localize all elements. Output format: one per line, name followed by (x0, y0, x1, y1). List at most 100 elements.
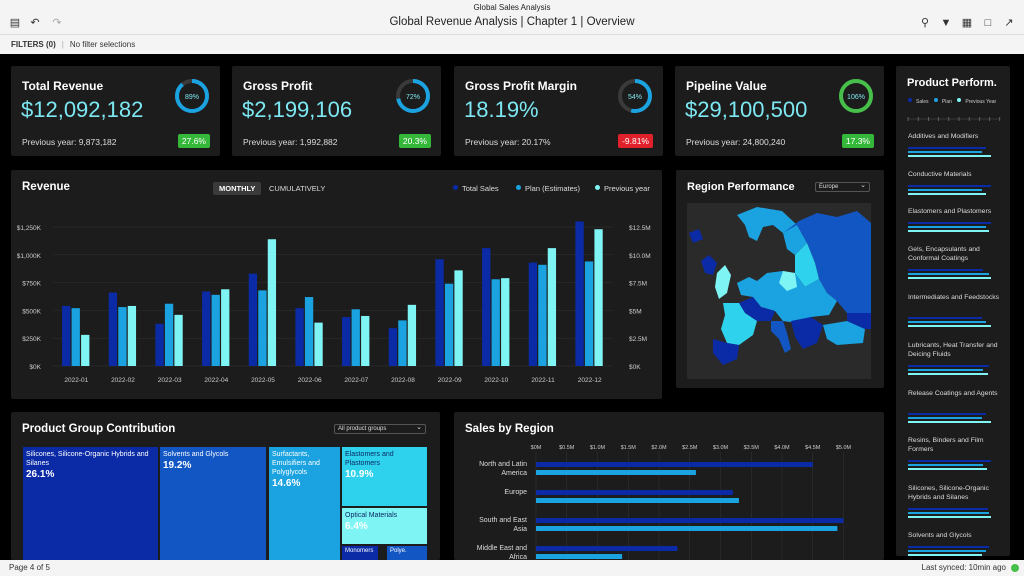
x-tick-label: 2022-11 (531, 377, 555, 384)
bar-total-sales (388, 328, 398, 366)
bar-total-sales (202, 291, 211, 366)
kpi-value: $29,100,500 (685, 97, 808, 122)
comment-icon[interactable]: □ (984, 17, 992, 29)
bar-plan-estimates- (584, 261, 594, 366)
region-select[interactable]: Europe (815, 181, 870, 192)
product-bar (908, 413, 987, 415)
treemap-tile-label: Elastomers and Plastomers (345, 451, 394, 467)
bar-plan-estimates- (444, 283, 454, 366)
bar-previous-year (594, 229, 603, 366)
treemap-tile-label: Silicones, Silicone-Organic Hybrids and … (26, 451, 149, 467)
ring-fill (839, 79, 873, 113)
kpi-progress-ring: 54% (618, 79, 652, 113)
filters-button[interactable]: FILTERS (0) (11, 40, 56, 49)
product-group-select[interactable]: All product groups (334, 423, 426, 434)
product-bar (908, 468, 988, 470)
region-label: Europe (504, 489, 527, 496)
product-bar (908, 508, 989, 510)
europe-map[interactable] (687, 203, 871, 379)
treemap-tile[interactable]: Surfactants, Emulsifiers and Polyglycols… (269, 447, 340, 560)
product-bar (908, 317, 982, 319)
product-label: Elastomers and Plastomers (908, 208, 992, 215)
product-performance-card: Product Perform. Sales Plan Previous Yea… (896, 66, 1010, 556)
bar-previous-year (407, 304, 417, 366)
treemap-tile[interactable]: Elastomers and Plastomers 10.9% (342, 447, 427, 506)
product-bar (908, 230, 989, 232)
x-tick-label: 2022-02 (111, 377, 135, 384)
treemap-tile[interactable]: Silicones, Silicone-Organic Hybrids and … (23, 447, 158, 560)
treemap-tile[interactable]: Solvents and Glycols 19.2% (160, 447, 266, 560)
bar-plan-estimates- (118, 307, 127, 366)
product-bar (908, 147, 987, 149)
legend-total-sales: Total Sales (453, 184, 499, 193)
bar-previous-year (361, 315, 370, 366)
undo-icon[interactable]: ↶ (30, 17, 40, 29)
sidebar-toggle-icon[interactable]: ▤ (9, 17, 21, 29)
region-bar (536, 518, 844, 523)
tab-monthly[interactable]: MONTHLY (213, 182, 262, 195)
product-label: Gels, Encapsulants and Conformal Coating… (908, 246, 980, 262)
ring-label: 106% (847, 94, 865, 101)
bar-total-sales (295, 308, 304, 366)
bar-total-sales (248, 273, 258, 366)
filter-icon[interactable]: ▼ (940, 17, 952, 29)
product-label: Conductive Materials (908, 171, 972, 178)
treemap-tile-value: 19.2% (163, 460, 192, 471)
ring-label: 89% (185, 94, 199, 101)
product-bar (908, 321, 987, 323)
x-tick-label: $2.5M (682, 445, 698, 451)
calendar-icon[interactable]: ▦ (961, 17, 973, 29)
kpi-card: Pipeline Value $29,100,500 Previous year: … (675, 66, 884, 156)
footer-bar: Page 4 of 5 Last synced: 10min ago (0, 560, 1024, 576)
treemap-tile[interactable]: Polye. (387, 546, 427, 560)
kpi-value: $12,092,182 (21, 97, 144, 122)
bar-previous-year (267, 239, 277, 366)
x-tick-label: 2022-03 (158, 377, 182, 384)
region-bar (536, 490, 733, 495)
product-bar (908, 373, 989, 375)
x-tick-label: $1.0M (590, 445, 606, 451)
tab-cumulatively[interactable]: CUMULATIVELY (269, 184, 326, 193)
product-label: Lubricants, Heat Transfer and Deicing Fl… (908, 342, 998, 358)
region-label-line: North and Latin (479, 461, 527, 468)
y-tick-left: $750K (22, 281, 41, 288)
search-icon[interactable]: ⚲ (920, 17, 930, 29)
filter-status: No filter selections (69, 40, 136, 49)
y-tick-right: $7.5M (629, 281, 647, 288)
product-bar (908, 516, 991, 518)
kpi-previous-year: Previous year: 9,873,182 (22, 137, 117, 147)
product-bar (908, 546, 989, 548)
x-tick-label: $0.5M (559, 445, 575, 451)
treemap-tile[interactable]: Monomers (342, 546, 378, 560)
redo-icon[interactable]: ↷ (52, 17, 62, 29)
kpi-title: Gross Profit Margin (465, 79, 578, 93)
x-tick-label: 2022-04 (204, 377, 228, 384)
product-bar (908, 365, 989, 367)
bar-previous-year (501, 278, 510, 366)
ring-fill (175, 79, 209, 113)
product-bar (908, 226, 987, 228)
treemap-tile-label: Optical Materials (345, 512, 398, 519)
kpi-title: Gross Profit (243, 79, 313, 93)
x-tick-label: 2022-07 (344, 377, 368, 384)
kpi-value: $2,199,106 (242, 97, 353, 122)
product-performance-legend: Sales Plan Previous Year (908, 98, 996, 105)
y-tick-left: $0K (29, 364, 41, 371)
product-bar (908, 421, 991, 423)
kpi-change-badge: 27.6% (177, 134, 210, 148)
bar-previous-year (454, 270, 463, 366)
kpi-previous-year: Previous year: 24,800,240 (686, 137, 786, 147)
treemap-tile-label: Monomers (345, 548, 374, 554)
x-tick-label: $3.0M (713, 445, 729, 451)
region-bar (536, 498, 739, 503)
bar-plan-estimates- (398, 320, 407, 366)
region-label: Middle East and Africa (477, 545, 527, 560)
x-tick-label: 2022-05 (251, 377, 275, 384)
treemap-tile-label: Polye. (390, 548, 407, 554)
product-label: Intermediates and Feedstocks (908, 294, 1000, 301)
treemap-tile[interactable]: Optical Materials 6.4% (342, 508, 427, 544)
region-label-line: South and East (479, 517, 527, 524)
product-label: Release Coatings and Agents (908, 390, 998, 397)
product-bar (908, 512, 989, 514)
share-icon[interactable]: ↗ (1004, 17, 1014, 29)
